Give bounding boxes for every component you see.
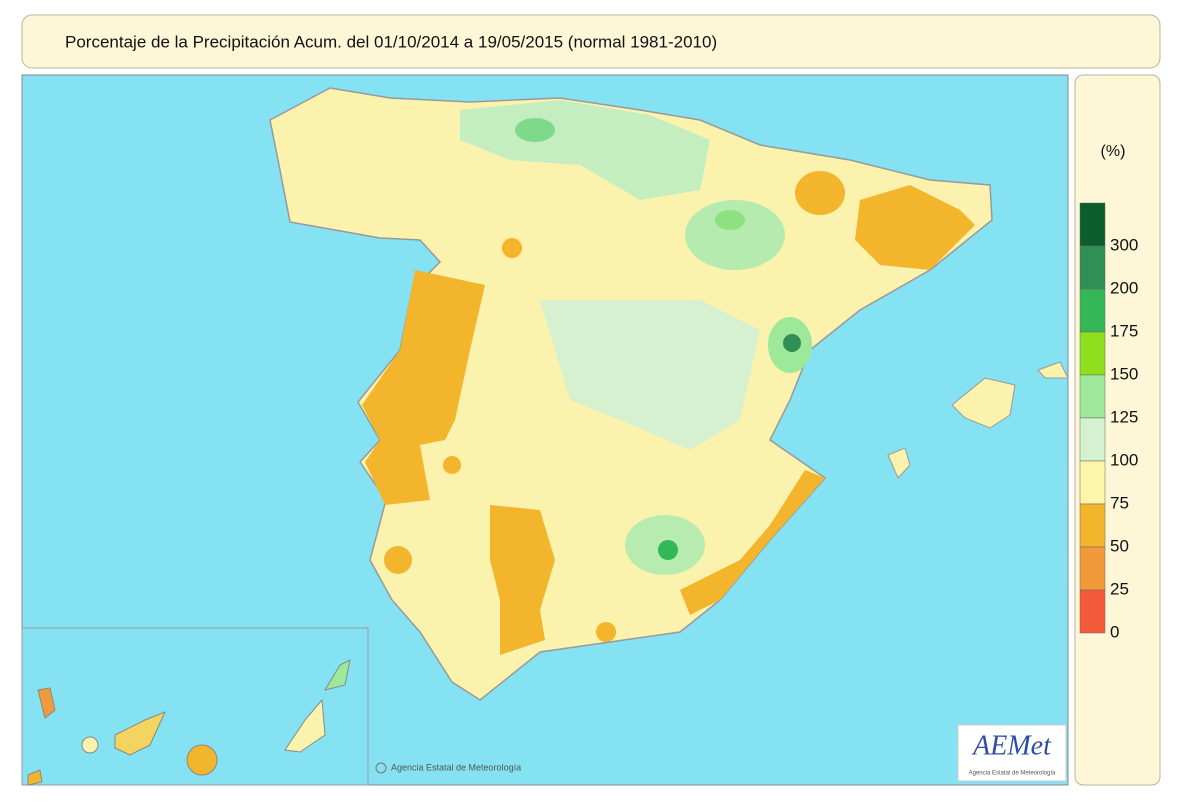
dry-area	[384, 546, 412, 574]
legend-swatch	[1079, 546, 1106, 591]
logo-box	[957, 724, 1067, 782]
copyright-icon	[375, 762, 387, 774]
legend-label: 150	[1110, 364, 1138, 383]
dry-area	[502, 238, 522, 258]
legend-label: 300	[1110, 235, 1138, 254]
legend-swatch	[1079, 503, 1106, 548]
copyright: Agencia Estatal de Meteorología	[391, 762, 521, 772]
dry-area	[855, 185, 975, 270]
wet-area	[783, 334, 801, 352]
legend-label: 0	[1110, 622, 1119, 641]
wet-area	[515, 118, 555, 142]
spain-map	[269, 87, 1069, 701]
title: Porcentaje de la Precipitación Acum. del…	[65, 32, 717, 51]
title-box	[21, 14, 1161, 69]
legend-swatch	[1079, 589, 1106, 634]
legend-swatch	[1079, 288, 1106, 333]
wet-area	[715, 210, 745, 230]
dry-area	[490, 505, 555, 655]
dry-area	[680, 470, 825, 615]
legend-label: 25	[1110, 579, 1129, 598]
wet-area	[685, 200, 785, 270]
legend-label: 50	[1110, 536, 1129, 555]
logo: AEMet	[971, 730, 1052, 761]
logo-subtitle: Agencia Estatal de Meteorología	[969, 771, 1056, 777]
legend-swatch	[1079, 202, 1106, 247]
dry-area	[795, 171, 845, 215]
legend-swatch	[1079, 374, 1106, 419]
dry-area	[596, 622, 616, 642]
legend-swatch	[1079, 331, 1106, 376]
dry-area	[443, 456, 461, 474]
island	[887, 447, 911, 479]
wet-area	[658, 540, 678, 560]
canary-islands	[27, 659, 351, 786]
legend-label: 125	[1110, 407, 1138, 426]
wet-area	[540, 300, 760, 450]
canary-inset	[21, 627, 369, 786]
island	[1037, 361, 1069, 379]
dry-area	[362, 270, 485, 505]
legend-swatch	[1079, 417, 1106, 462]
island	[951, 377, 1016, 429]
legend-unit: (%)	[1101, 143, 1126, 160]
legend-swatch	[1079, 245, 1106, 290]
legend-label: 200	[1110, 278, 1138, 297]
legend-label: 175	[1110, 321, 1138, 340]
legend: 300 200 175 150 125 100 75 50 25 0	[1079, 202, 1138, 641]
legend-label: 75	[1110, 493, 1129, 512]
legend-swatch	[1079, 460, 1106, 505]
legend-label: 100	[1110, 450, 1138, 469]
